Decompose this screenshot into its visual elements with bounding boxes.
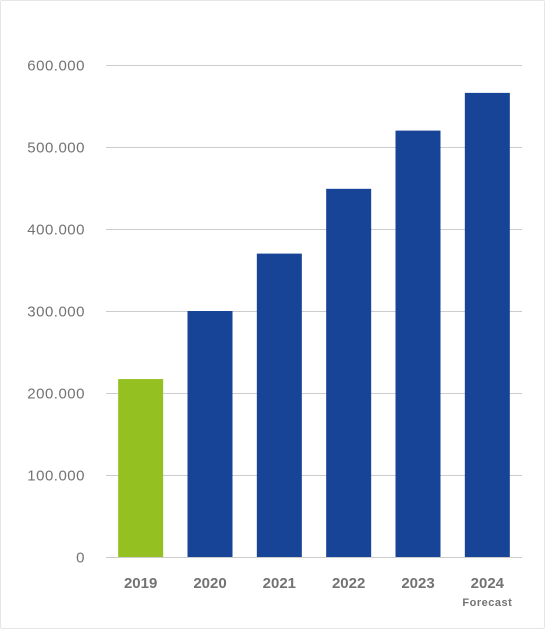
y-tick-label: 100.000 xyxy=(27,468,85,485)
x-axis-tick-labels: 2019 2020 2021 2022 2023 2024 Forecast xyxy=(124,575,512,609)
gridlines xyxy=(106,65,522,558)
x-tick-label: 2022 xyxy=(332,575,365,592)
y-tick-label: 200.000 xyxy=(27,386,85,403)
y-tick-label: 300.000 xyxy=(27,304,85,321)
bar xyxy=(187,311,233,557)
y-tick-label: 400.000 xyxy=(27,222,85,239)
bars xyxy=(118,92,510,557)
y-axis-tick-labels: 0 100.000 200.000 300.000 400.000 500.000 600.… xyxy=(27,58,85,567)
bar xyxy=(256,253,302,557)
x-tick-sublabel: Forecast xyxy=(462,597,512,609)
bar xyxy=(118,379,164,557)
y-tick-label: 500.000 xyxy=(27,140,85,157)
bar xyxy=(464,92,510,557)
x-tick-label: 2021 xyxy=(263,575,296,592)
x-tick-label: 2023 xyxy=(401,575,434,592)
x-tick-label: 2024 xyxy=(471,575,505,592)
x-tick-label: 2019 xyxy=(124,575,157,592)
y-tick-label: 600.000 xyxy=(27,58,85,75)
y-tick-label: 0 xyxy=(76,550,85,567)
bar xyxy=(395,130,441,557)
x-tick-label: 2020 xyxy=(193,575,226,592)
bar xyxy=(326,188,372,557)
